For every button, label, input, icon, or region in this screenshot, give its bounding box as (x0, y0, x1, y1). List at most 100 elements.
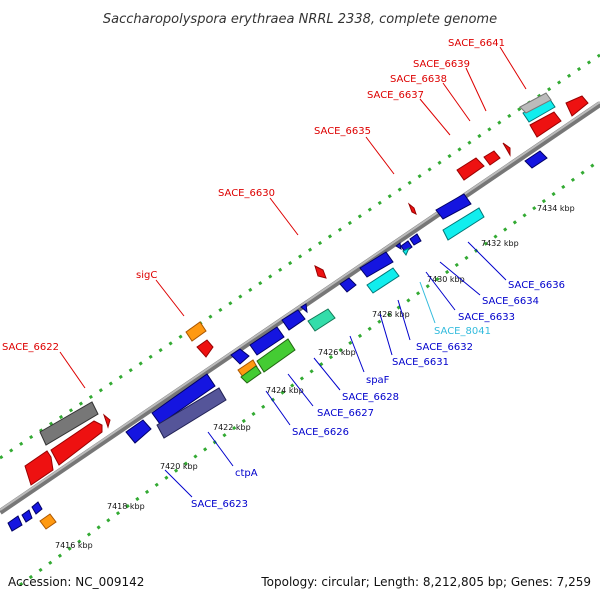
gene-arrow-blue[interactable] (281, 309, 306, 331)
gene-label-sace-6633[interactable]: SACE_6633 (458, 312, 515, 323)
gene-arrow-grey[interactable] (39, 401, 99, 446)
leader-line (365, 136, 395, 175)
ruler-tracks (0, 53, 600, 587)
tick-labels: 7416 kbp 7418 kbp 7420 kbp 7422 kbp 7424… (55, 204, 575, 550)
leader-line (265, 390, 291, 426)
leader-line (349, 335, 365, 373)
gene-label-spaf[interactable]: spaF (366, 375, 390, 386)
leader-line (425, 271, 456, 311)
leader-line (419, 281, 436, 324)
gene-arrow-orange[interactable] (39, 513, 57, 530)
gene-arrow-red-small[interactable] (314, 265, 327, 279)
gene-arrow-red[interactable] (529, 111, 562, 138)
gene-arrow-blue[interactable] (249, 326, 285, 356)
tick-label-7422: 7422 kbp (213, 423, 251, 432)
leader-line (155, 279, 185, 317)
gene-arrow-green[interactable] (240, 365, 262, 384)
leader-line (397, 299, 411, 341)
gene-label-sace-6626[interactable]: SACE_6626 (292, 427, 349, 438)
gene-label-sace-8041[interactable]: SACE_8041 (434, 326, 491, 337)
tick-label-7426: 7426 kbp (318, 348, 356, 357)
leader-line (499, 46, 527, 90)
gene-arrow-blue[interactable] (300, 303, 308, 314)
gene-label-sace-6641[interactable]: SACE_6641 (448, 38, 505, 49)
gene-label-sace-6627[interactable]: SACE_6627 (317, 408, 374, 419)
gene-arrow-blue[interactable] (7, 515, 23, 532)
tick-label-7416: 7416 kbp (55, 541, 93, 550)
leader-line (164, 469, 193, 498)
gene-arrow-red[interactable] (50, 420, 103, 466)
gene-arrow-orange[interactable] (185, 321, 207, 342)
accession-text: Accession: NC_009142 (8, 575, 144, 589)
gene-arrow-cyan[interactable] (366, 267, 400, 294)
gene-label-sace-6635[interactable]: SACE_6635 (314, 126, 371, 137)
gene-arrow-red[interactable] (196, 339, 214, 358)
gene-arrow-blue[interactable] (31, 501, 43, 515)
leader-line (313, 357, 341, 391)
gene-label-sace-6622[interactable]: SACE_6622 (2, 342, 59, 353)
gene-arrow-cyan-small[interactable] (402, 246, 410, 256)
gene-arrow-red[interactable] (483, 150, 501, 166)
gene-label-sigc[interactable]: sigC (136, 270, 157, 281)
gene-label-sace-6632[interactable]: SACE_6632 (416, 342, 473, 353)
tick-label-7418: 7418 kbp (107, 502, 145, 511)
gene-arrow-mint[interactable] (307, 308, 336, 332)
leader-line (59, 351, 86, 389)
gene-label-sace-6634[interactable]: SACE_6634 (482, 296, 539, 307)
leader-line (465, 67, 487, 112)
gene-label-sace-6636[interactable]: SACE_6636 (508, 280, 565, 291)
leader-line (269, 197, 299, 236)
tick-label-7430: 7430 kbp (427, 275, 465, 284)
gene-arrow-blue[interactable] (435, 193, 472, 220)
gene-label-sace-6630[interactable]: SACE_6630 (218, 188, 275, 199)
gene-arrow-green[interactable] (256, 338, 296, 373)
leader-lines (59, 46, 527, 498)
genome-title: Saccharopolyspora erythraea NRRL 2338, c… (103, 12, 497, 27)
genome-axis-highlight (0, 101, 600, 511)
gene-arrow-red-small[interactable] (102, 413, 111, 429)
gene-features (7, 92, 589, 532)
gene-arrow-red[interactable] (456, 157, 485, 181)
tick-label-7432: 7432 kbp (481, 239, 519, 248)
gene-arrow-red-small[interactable] (502, 142, 511, 157)
upper-ruler-track (0, 53, 600, 460)
gene-label-sace-6639[interactable]: SACE_6639 (413, 59, 470, 70)
tick-label-7420: 7420 kbp (160, 462, 198, 471)
tick-label-7434: 7434 kbp (537, 204, 575, 213)
reverse-gene-labels: SACE_6623 ctpA SACE_6626 SACE_6627 SACE_… (191, 280, 565, 510)
leader-line (439, 261, 481, 296)
gene-arrow-silver[interactable] (519, 92, 552, 114)
gene-arrow-blue[interactable] (339, 277, 357, 293)
leader-line (419, 98, 451, 136)
gene-label-sace-6638[interactable]: SACE_6638 (390, 74, 447, 85)
leader-line (379, 313, 393, 356)
gene-arrow-blue[interactable] (230, 348, 250, 365)
genome-axis (0, 101, 600, 515)
topology-text: Topology: circular; Length: 8,212,805 bp… (260, 575, 591, 589)
gene-arrow-blue[interactable] (125, 419, 152, 444)
forward-gene-labels: SACE_6622 sigC SACE_6630 SACE_6635 SACE_… (2, 38, 505, 353)
gene-arrow-cyan[interactable] (442, 207, 485, 241)
leader-line (207, 431, 234, 467)
gene-arrow-blue[interactable] (151, 373, 216, 425)
gene-arrow-blue[interactable] (524, 150, 548, 169)
gene-label-sace-6628[interactable]: SACE_6628 (342, 392, 399, 403)
gene-label-ctpa[interactable]: ctpA (235, 468, 258, 479)
gene-arrow-blue[interactable] (409, 233, 422, 246)
gene-arrow-blue[interactable] (359, 251, 394, 278)
gene-arrow-red-small[interactable] (407, 202, 417, 215)
gene-arrow-red[interactable] (24, 450, 54, 486)
gene-label-sace-6623[interactable]: SACE_6623 (191, 499, 248, 510)
leader-line (442, 82, 471, 122)
gene-arrow-slate[interactable] (156, 387, 227, 439)
gene-arrow-red[interactable] (565, 95, 589, 117)
lower-ruler-track (19, 158, 600, 587)
leader-line (287, 373, 314, 407)
gene-label-sace-6637[interactable]: SACE_6637 (367, 90, 424, 101)
tick-label-7428: 7428 kbp (372, 310, 410, 319)
gene-arrow-blue[interactable] (400, 240, 413, 253)
gene-arrow-blue[interactable] (21, 509, 33, 523)
leader-line (467, 241, 507, 281)
gene-label-sace-6631[interactable]: SACE_6631 (392, 357, 449, 368)
